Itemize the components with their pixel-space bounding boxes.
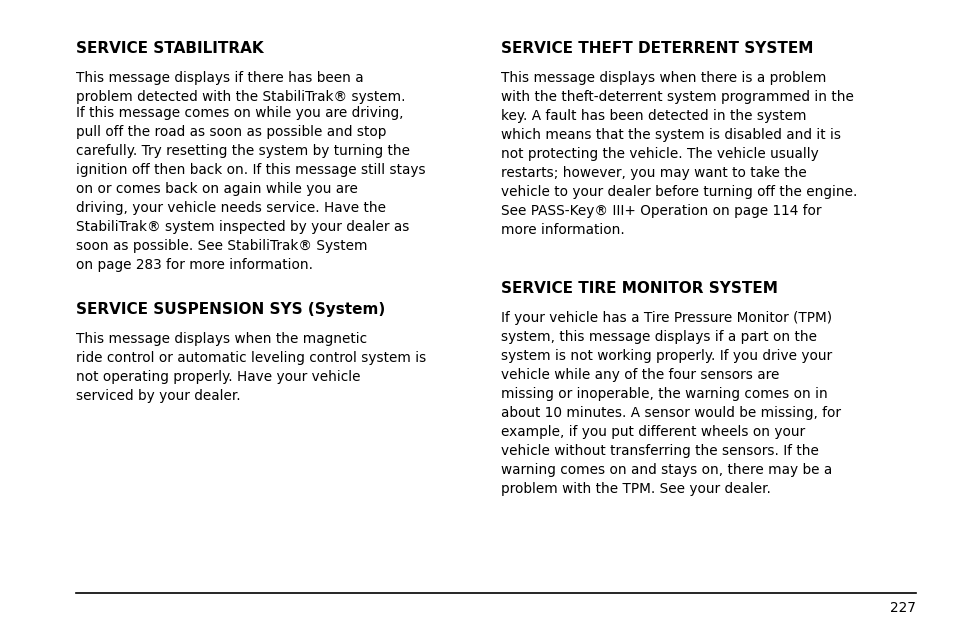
Text: This message displays when the magnetic
ride control or automatic leveling contr: This message displays when the magnetic … bbox=[76, 332, 426, 403]
Text: If this message comes on while you are driving,
pull off the road as soon as pos: If this message comes on while you are d… bbox=[76, 106, 425, 272]
Text: If your vehicle has a Tire Pressure Monitor (TPM)
system, this message displays : If your vehicle has a Tire Pressure Moni… bbox=[500, 311, 840, 495]
Text: SERVICE STABILITRAK: SERVICE STABILITRAK bbox=[76, 41, 264, 57]
Text: 227: 227 bbox=[889, 601, 915, 615]
Text: SERVICE TIRE MONITOR SYSTEM: SERVICE TIRE MONITOR SYSTEM bbox=[500, 281, 777, 296]
Text: This message displays if there has been a
problem detected with the StabiliTrak®: This message displays if there has been … bbox=[76, 71, 405, 104]
Text: SERVICE SUSPENSION SYS (System): SERVICE SUSPENSION SYS (System) bbox=[76, 302, 385, 317]
Text: SERVICE THEFT DETERRENT SYSTEM: SERVICE THEFT DETERRENT SYSTEM bbox=[500, 41, 812, 57]
Text: This message displays when there is a problem
with the theft-deterrent system pr: This message displays when there is a pr… bbox=[500, 71, 857, 237]
